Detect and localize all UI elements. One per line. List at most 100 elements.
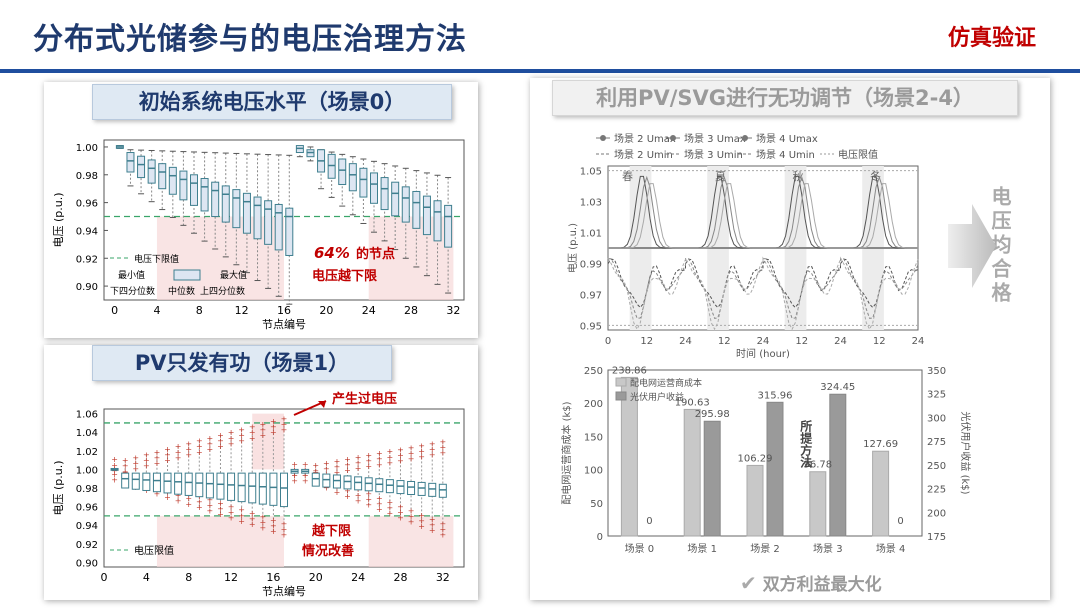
outlier-mark: + — [207, 445, 214, 454]
bar-revenue — [703, 420, 721, 537]
series-line — [607, 258, 919, 319]
outlier-mark: + — [228, 439, 235, 448]
outlier-mark: + — [355, 496, 362, 505]
bar-value-label: 190.63 — [675, 397, 710, 408]
outlier-mark: + — [397, 445, 404, 454]
y-tick-label: 0.98 — [76, 484, 98, 495]
box — [444, 204, 453, 248]
outlier-mark: + — [281, 530, 288, 539]
legend-label: 配电网运营商成本 — [630, 377, 702, 389]
left-tick-label: 150 — [584, 432, 603, 443]
undervoltage-text: 越下限 — [311, 523, 352, 539]
box — [375, 478, 384, 493]
outlier-mark: + — [132, 464, 139, 473]
outlier-mark: + — [228, 513, 235, 522]
outlier-mark: + — [185, 451, 192, 460]
outlier-mark: + — [175, 442, 182, 451]
outlier-mark: + — [291, 460, 298, 469]
outlier-mark: + — [259, 431, 266, 440]
y-tick-label: 0.92 — [76, 254, 98, 265]
y-tick-label: 0.96 — [76, 199, 98, 210]
annotation-text: 的节点 — [356, 246, 395, 262]
y-axis-label: 电压 (p.u.) — [566, 223, 579, 273]
outlier-mark: + — [429, 445, 436, 454]
box — [248, 472, 257, 504]
left-tick-label: 200 — [584, 399, 603, 410]
outlier-mark: + — [429, 439, 436, 448]
outlier-mark: + — [259, 420, 266, 429]
y-axis-label: 电压 (p.u.) — [52, 192, 65, 247]
category-label: 场景 4 — [876, 542, 906, 555]
outlier-mark: + — [334, 462, 341, 471]
box — [147, 159, 156, 184]
box — [174, 472, 183, 495]
y-tick-label: 1.03 — [580, 198, 602, 209]
box — [126, 152, 135, 173]
outlier-mark: + — [228, 502, 235, 511]
outlier-mark: + — [323, 464, 330, 473]
outlier-mark: + — [355, 464, 362, 473]
outlier-mark: + — [439, 449, 446, 458]
outlier-mark: + — [132, 453, 139, 462]
banner-scenario-2-4: 利用PV/SVG进行无功调节（场景2-4） — [552, 80, 1018, 116]
panel-scenario-0: 1.00 0.98 0.96 0.94 0.92 0.90 0 4 8 12 16 20 24 28 32 节… — [44, 82, 478, 338]
outlier-mark: + — [344, 492, 351, 501]
outlier-mark: + — [397, 451, 404, 460]
outlier-mark: + — [259, 513, 266, 522]
box — [422, 195, 431, 236]
outlier-mark: + — [238, 431, 245, 440]
x-tick-label: 12 — [718, 336, 731, 347]
annotation-text: 电压越下限 — [312, 268, 378, 284]
right-axis-label: 光伏用户收益 (k$) — [959, 411, 972, 494]
outlier-mark: + — [164, 451, 171, 460]
box — [269, 472, 278, 506]
outlier-mark: + — [238, 506, 245, 515]
legend-label: 场景 3 Umax — [684, 132, 746, 145]
box — [385, 479, 394, 494]
outlier-mark: + — [408, 507, 415, 516]
outlier-mark: + — [228, 434, 235, 443]
outlier-mark: + — [281, 425, 288, 434]
y-tick-label: 1.00 — [76, 143, 98, 154]
outlier-mark: + — [249, 428, 256, 437]
outlier-mark: + — [111, 470, 118, 479]
y-tick-label: 0.98 — [76, 171, 98, 182]
outlier-mark: + — [344, 466, 351, 475]
outlier-mark: + — [259, 524, 266, 533]
series-line — [607, 258, 919, 309]
x-tick-label: 28 — [404, 304, 418, 317]
outlier-mark: + — [270, 423, 277, 432]
box — [396, 480, 405, 495]
outlier-mark: + — [429, 526, 436, 535]
box — [142, 472, 151, 491]
outlier-mark: + — [376, 494, 383, 503]
left-tick-label: 100 — [584, 466, 603, 477]
outlier-mark: + — [217, 431, 224, 440]
y-tick-label: 1.05 — [580, 167, 602, 178]
boxplot-scenario-0: 1.00 0.98 0.96 0.94 0.92 0.90 0 4 8 12 16 20 24 28 32 节… — [52, 139, 465, 331]
y-tick-label: 1.00 — [76, 465, 98, 476]
outlier-mark: + — [344, 461, 351, 470]
outlier-mark: + — [302, 471, 309, 480]
outlier-mark: + — [207, 434, 214, 443]
outlier-mark: + — [302, 460, 309, 469]
shaded-region — [368, 515, 454, 567]
bar-value-label: 106.29 — [738, 453, 773, 464]
outlier-mark: + — [376, 455, 383, 464]
box — [359, 167, 368, 198]
outlier-mark: + — [439, 443, 446, 452]
legend-label: 电压限值 — [838, 148, 878, 161]
box — [131, 472, 140, 490]
bar-value-label: 315.96 — [758, 390, 793, 401]
outlier-mark: + — [238, 511, 245, 520]
outlier-mark: + — [249, 434, 256, 443]
box — [380, 177, 389, 211]
left-tick-label: 250 — [584, 366, 603, 377]
box — [348, 163, 357, 192]
y-tick-label: 1.06 — [76, 410, 98, 421]
box — [280, 472, 288, 508]
category-label: 场景 0 — [625, 542, 655, 555]
voltage-and-cost-figure: 场景 2 Umax 场景 2 Umin 场景 3 Umax 场景 3 Umin 场景 4… — [560, 132, 972, 555]
x-tick-label: 4 — [143, 571, 150, 584]
y-tick-label: 1.02 — [76, 447, 98, 458]
